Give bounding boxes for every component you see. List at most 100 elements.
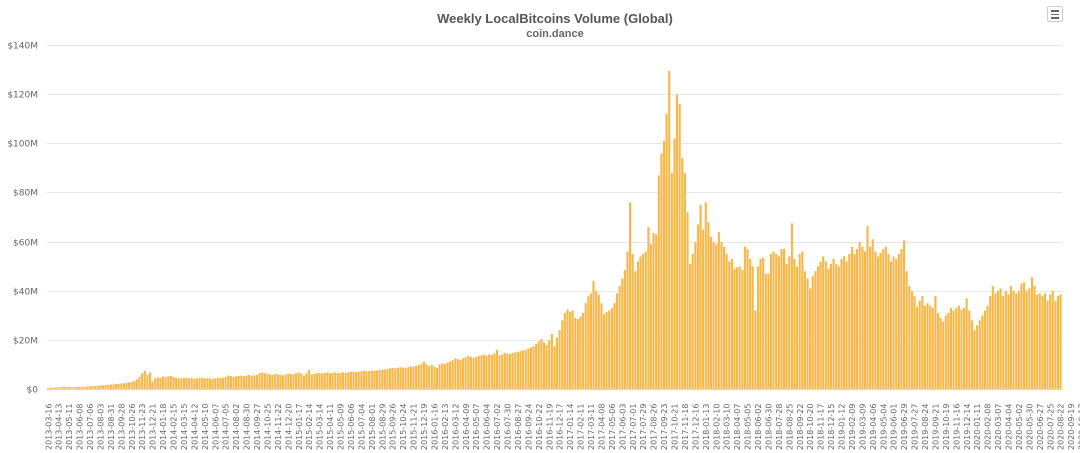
bar[interactable] <box>667 70 671 390</box>
bar[interactable] <box>675 93 679 390</box>
bar[interactable] <box>229 375 233 390</box>
bar[interactable] <box>1009 285 1013 390</box>
bar[interactable] <box>759 258 762 390</box>
bar[interactable] <box>341 372 345 390</box>
chart-context-menu-button[interactable] <box>1047 6 1063 22</box>
bar[interactable] <box>709 236 713 390</box>
bar[interactable] <box>540 338 543 390</box>
bar[interactable] <box>451 359 455 390</box>
bar[interactable] <box>994 293 997 390</box>
bar[interactable] <box>299 373 303 390</box>
bar[interactable] <box>357 371 361 390</box>
bar[interactable] <box>1059 294 1063 390</box>
bar[interactable] <box>78 386 81 390</box>
bar[interactable] <box>905 270 909 390</box>
bar[interactable] <box>266 373 269 390</box>
bar[interactable] <box>373 370 376 390</box>
bar[interactable] <box>472 357 475 390</box>
bar[interactable] <box>1020 283 1023 390</box>
bar[interactable] <box>560 320 564 390</box>
bar[interactable] <box>414 365 418 390</box>
bar[interactable] <box>571 310 575 390</box>
bar[interactable] <box>294 372 298 390</box>
bar[interactable] <box>203 378 207 390</box>
bar[interactable] <box>594 290 598 390</box>
bar[interactable] <box>503 352 507 390</box>
bar[interactable] <box>399 366 402 390</box>
bar[interactable] <box>386 368 389 390</box>
bar[interactable] <box>973 329 976 390</box>
bar[interactable] <box>537 340 541 390</box>
bar[interactable] <box>331 372 335 390</box>
bar[interactable] <box>96 385 100 390</box>
bar[interactable] <box>568 311 572 390</box>
bar[interactable] <box>657 175 661 390</box>
bar[interactable] <box>65 386 68 390</box>
bar[interactable] <box>1033 285 1036 390</box>
bar[interactable] <box>516 351 520 390</box>
bar[interactable] <box>860 246 864 390</box>
bar[interactable] <box>273 373 277 390</box>
bar[interactable] <box>764 273 768 390</box>
bar[interactable] <box>819 261 822 390</box>
bar[interactable] <box>328 372 332 390</box>
bar[interactable] <box>944 315 948 390</box>
bar[interactable] <box>986 305 989 390</box>
bar[interactable] <box>918 300 922 390</box>
bar[interactable] <box>873 251 877 390</box>
bar[interactable] <box>947 312 950 390</box>
bar[interactable] <box>785 263 789 390</box>
bar[interactable] <box>649 243 653 390</box>
bar[interactable] <box>717 231 721 390</box>
bar[interactable] <box>375 370 379 390</box>
bar[interactable] <box>696 224 700 390</box>
bar[interactable] <box>626 251 629 390</box>
bar[interactable] <box>887 253 890 390</box>
bar[interactable] <box>344 372 348 390</box>
bar[interactable] <box>837 265 841 390</box>
bar[interactable] <box>767 273 770 390</box>
bar[interactable] <box>988 295 992 390</box>
bar[interactable] <box>234 376 238 390</box>
bar[interactable] <box>620 278 624 390</box>
bar[interactable] <box>427 365 431 390</box>
bar[interactable] <box>153 377 157 390</box>
bar[interactable] <box>453 358 457 390</box>
bar[interactable] <box>563 312 567 390</box>
bar[interactable] <box>393 367 397 390</box>
bar[interactable] <box>268 374 272 390</box>
bar[interactable] <box>1017 290 1021 390</box>
bar[interactable] <box>589 293 593 390</box>
bar[interactable] <box>485 355 488 390</box>
bar[interactable] <box>834 263 838 390</box>
bar[interactable] <box>286 373 290 390</box>
bar[interactable] <box>106 384 110 390</box>
bar[interactable] <box>665 113 669 390</box>
bar[interactable] <box>686 211 689 390</box>
bar[interactable] <box>931 307 935 390</box>
bar[interactable] <box>208 378 212 390</box>
bar[interactable] <box>213 378 217 390</box>
bar[interactable] <box>605 311 608 390</box>
bar[interactable] <box>443 363 447 390</box>
bar[interactable] <box>602 313 606 390</box>
bar[interactable] <box>352 371 355 390</box>
bar[interactable] <box>132 380 136 390</box>
bar[interactable] <box>579 316 582 390</box>
bar[interactable] <box>83 386 87 390</box>
bar[interactable] <box>307 369 311 390</box>
bar[interactable] <box>553 345 556 390</box>
bar[interactable] <box>566 308 569 390</box>
bar[interactable] <box>660 152 663 390</box>
bar[interactable] <box>263 372 267 390</box>
bar[interactable] <box>258 372 261 390</box>
bar[interactable] <box>166 376 170 390</box>
bar[interactable] <box>198 377 201 390</box>
bar[interactable] <box>748 258 752 390</box>
bar[interactable] <box>519 350 522 390</box>
bar[interactable] <box>526 348 530 390</box>
bar[interactable] <box>832 258 836 390</box>
bar[interactable] <box>354 371 358 390</box>
bar[interactable] <box>691 253 695 390</box>
bar[interactable] <box>200 377 204 390</box>
